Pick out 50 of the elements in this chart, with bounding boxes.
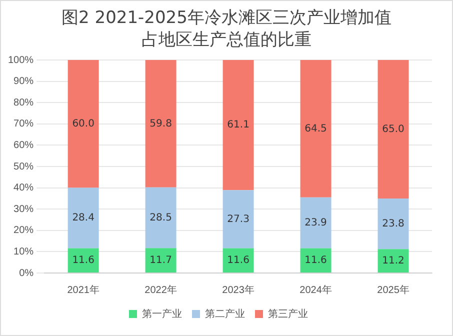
bar: [145, 60, 176, 188]
y-tick-label: 20%: [14, 225, 34, 236]
chart-title: 图2 2021-2025年冷水滩区三次产业增加值占地区生产总值的比重: [62, 7, 392, 51]
bar: [222, 190, 254, 248]
data-label: 11.6: [304, 254, 327, 266]
bar: [68, 60, 99, 188]
bar: [300, 60, 332, 198]
data-label: 11.6: [72, 254, 94, 266]
y-tick-label: 80%: [14, 97, 34, 108]
data-label: 11.2: [382, 255, 404, 266]
bar: [68, 248, 99, 272]
y-tick-label: 60%: [14, 140, 34, 151]
legend-label: 第一产业: [142, 308, 182, 320]
x-tick-label: 2022年: [144, 284, 177, 296]
legend-label: 第三产业: [268, 308, 308, 320]
y-tick-label: 0%: [19, 268, 34, 279]
data-label: 64.5: [304, 123, 327, 134]
data-label: 59.8: [150, 118, 172, 130]
bar: [222, 60, 254, 190]
bar: [222, 248, 254, 272]
x-tick-label: 2023年: [222, 284, 254, 296]
bar: [378, 198, 409, 250]
data-label: 60.0: [72, 118, 94, 130]
legend-label: 第二产业: [205, 308, 245, 320]
bar: [378, 249, 409, 272]
bar: [145, 187, 176, 248]
data-label: 23.8: [382, 218, 404, 230]
bar: [300, 197, 332, 248]
y-tick-label: 50%: [14, 161, 34, 172]
data-label: 28.4: [72, 212, 94, 224]
y-tick-label: 30%: [14, 204, 34, 215]
x-tick-label: 2024年: [300, 284, 332, 296]
y-tick-label: 100%: [8, 54, 34, 66]
bar: [145, 248, 176, 272]
y-tick-label: 70%: [14, 118, 34, 130]
data-label: 27.3: [227, 214, 250, 225]
x-tick-label: 2021年: [67, 284, 100, 296]
bar: [378, 60, 409, 198]
data-label: 11.7: [150, 254, 172, 266]
bar: [300, 248, 332, 272]
y-tick-label: 10%: [14, 246, 34, 258]
y-tick-label: 90%: [14, 76, 34, 88]
y-tick-label: 40%: [14, 182, 34, 194]
data-label: 65.0: [382, 124, 404, 135]
data-label: 23.9: [304, 217, 327, 228]
data-label: 28.5: [150, 212, 172, 224]
data-label: 61.1: [227, 120, 250, 131]
bar: [68, 188, 99, 248]
data-label: 11.6: [227, 254, 250, 266]
x-tick-label: 2025年: [377, 284, 410, 296]
